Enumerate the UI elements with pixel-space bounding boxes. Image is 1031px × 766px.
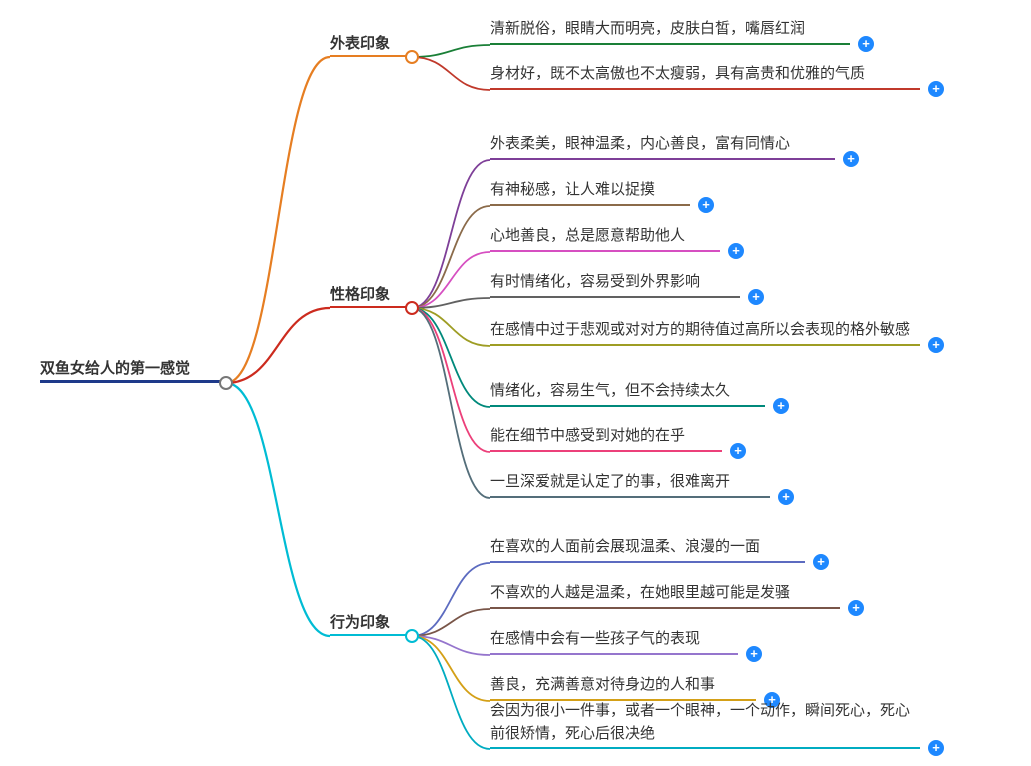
expand-behavior-4[interactable]: + [928, 740, 944, 756]
expand-personality-2[interactable]: + [728, 243, 744, 259]
expand-appearance-1[interactable]: + [928, 81, 944, 97]
root-node: 双鱼女给人的第一感觉 [40, 357, 220, 383]
leaf-personality-4: 在感情中过于悲观或对对方的期待值过高所以会表现的格外敏感 [490, 319, 920, 346]
expand-appearance-0[interactable]: + [858, 36, 874, 52]
leaf-behavior-1: 不喜欢的人越是温柔，在她眼里越可能是发骚 [490, 582, 840, 609]
leaf-personality-7: 一旦深爱就是认定了的事，很难离开 [490, 471, 770, 498]
expand-personality-1[interactable]: + [698, 197, 714, 213]
branch-behavior-dot [405, 629, 419, 643]
branch-behavior: 行为印象 [330, 611, 406, 636]
expand-personality-0[interactable]: + [843, 151, 859, 167]
branch-appearance-dot [405, 50, 419, 64]
leaf-personality-2: 心地善良，总是愿意帮助他人 [490, 225, 720, 252]
leaf-appearance-0: 清新脱俗，眼睛大而明亮，皮肤白皙，嘴唇红润 [490, 18, 850, 45]
leaf-personality-1: 有神秘感，让人难以捉摸 [490, 179, 690, 206]
expand-personality-5[interactable]: + [773, 398, 789, 414]
root-expand-dot [219, 376, 233, 390]
branch-personality-dot [405, 301, 419, 315]
expand-behavior-0[interactable]: + [813, 554, 829, 570]
leaf-personality-6: 能在细节中感受到对她的在乎 [490, 425, 722, 452]
leaf-behavior-0: 在喜欢的人面前会展现温柔、浪漫的一面 [490, 536, 805, 563]
leaf-behavior-2: 在感情中会有一些孩子气的表现 [490, 628, 738, 655]
branch-appearance: 外表印象 [330, 32, 406, 57]
leaf-appearance-1: 身材好，既不太高傲也不太瘦弱，具有高贵和优雅的气质 [490, 63, 920, 90]
expand-behavior-1[interactable]: + [848, 600, 864, 616]
leaf-behavior-3: 善良，充满善意对待身边的人和事 [490, 674, 756, 701]
leaf-personality-3: 有时情绪化，容易受到外界影响 [490, 271, 740, 298]
leaf-personality-5: 情绪化，容易生气，但不会持续太久 [490, 380, 765, 407]
expand-personality-3[interactable]: + [748, 289, 764, 305]
leaf-personality-0: 外表柔美，眼神温柔，内心善良，富有同情心 [490, 133, 835, 160]
leaf-behavior-4: 会因为很小一件事，或者一个眼神，一个动作，瞬间死心，死心前很矫情，死心后很决绝 [490, 700, 920, 749]
expand-personality-6[interactable]: + [730, 443, 746, 459]
expand-personality-7[interactable]: + [778, 489, 794, 505]
expand-personality-4[interactable]: + [928, 337, 944, 353]
branch-personality: 性格印象 [330, 283, 406, 308]
expand-behavior-2[interactable]: + [746, 646, 762, 662]
